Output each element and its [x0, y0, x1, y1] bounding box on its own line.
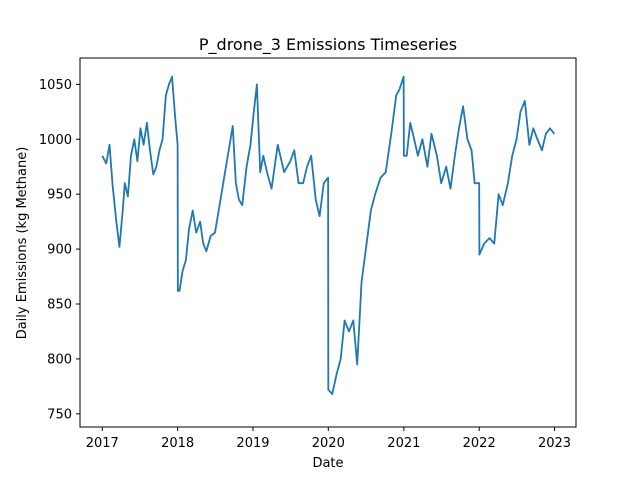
chart-title: P_drone_3 Emissions Timeseries	[199, 35, 457, 55]
x-tick-label: 2021	[387, 436, 420, 451]
x-tick-label: 2018	[161, 436, 194, 451]
x-tick-label: 2019	[236, 436, 269, 451]
y-tick-label: 750	[47, 407, 72, 422]
y-tick-label: 800	[47, 352, 72, 367]
series-line-0	[101, 75, 556, 395]
x-tick-label: 2020	[312, 436, 345, 451]
y-tick-label: 1050	[39, 78, 72, 93]
plot-frame	[79, 57, 577, 428]
x-tick-label: 2017	[86, 436, 119, 451]
y-axis-label: Daily Emissions (kg Methane)	[15, 147, 30, 340]
y-tick-label: 1000	[39, 133, 72, 148]
x-axis: 2017 2018 2019 2020 2021 2022 2023	[86, 427, 571, 451]
y-axis: 750 800 850 900 950 1000 1050	[39, 78, 80, 422]
plot-area	[101, 75, 556, 395]
y-tick-label: 850	[47, 298, 72, 313]
x-axis-label: Date	[312, 456, 343, 471]
y-tick-label: 950	[47, 188, 72, 203]
x-tick-label: 2023	[538, 436, 571, 451]
y-tick-label: 900	[47, 243, 72, 258]
x-tick-label: 2022	[463, 436, 496, 451]
